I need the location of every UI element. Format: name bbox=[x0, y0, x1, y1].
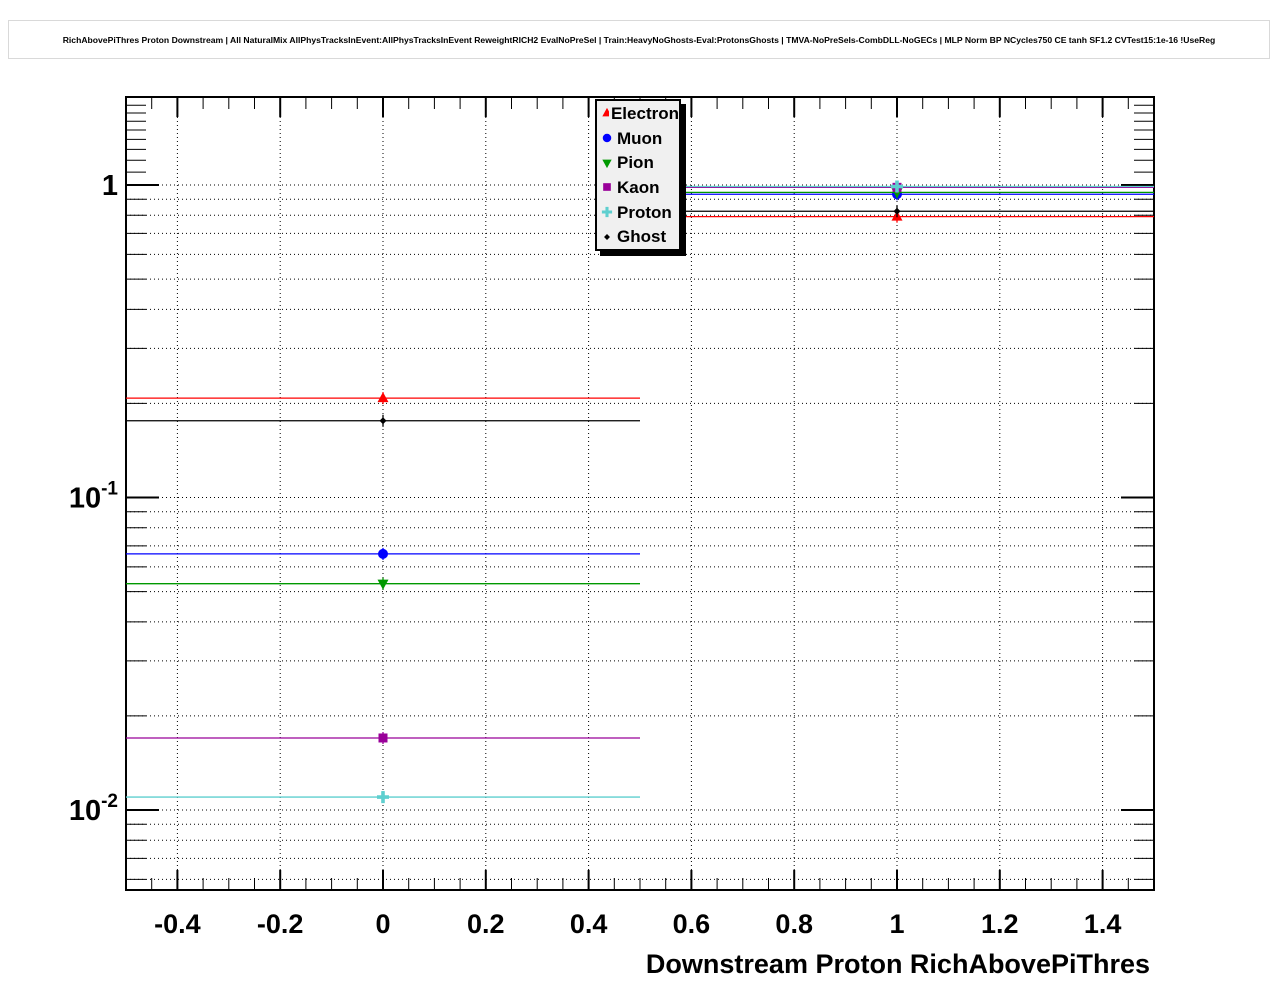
marker-triangle-up bbox=[377, 392, 389, 403]
x-tick-label: 0 bbox=[375, 909, 390, 939]
marker-plus bbox=[601, 206, 613, 218]
marker-triangle-down bbox=[377, 579, 389, 590]
series-proton bbox=[126, 180, 1154, 804]
y-tick-label: 1 bbox=[102, 170, 118, 202]
marker-triangle-down bbox=[602, 159, 612, 168]
x-tick-label: 1.2 bbox=[981, 909, 1019, 939]
marker-plus bbox=[377, 791, 389, 804]
x-axis-labels: -0.4 -0.2 0 0.2 0.4 0.6 0.8 1 1.2 1.4 bbox=[154, 909, 1121, 939]
marker-square bbox=[378, 733, 388, 743]
x-axis-title: Downstream Proton RichAbovePiThres bbox=[645, 949, 1150, 979]
y-tick-label: 10-2 bbox=[69, 791, 118, 827]
legend-label: Pion bbox=[617, 153, 654, 173]
triangle-down-icon bbox=[602, 159, 612, 168]
y-axis-labels: 1 10-1 10-2 bbox=[69, 170, 119, 827]
legend-label: Muon bbox=[617, 128, 663, 148]
x-tick-label: 0.6 bbox=[673, 909, 711, 939]
diamond-icon bbox=[604, 233, 610, 240]
marker-diamond bbox=[893, 207, 901, 215]
grid-lines bbox=[126, 97, 1154, 890]
marker-circle bbox=[602, 133, 612, 143]
legend-label: Proton bbox=[617, 202, 672, 222]
triangle-up-icon bbox=[602, 108, 609, 117]
legend-label: Kaon bbox=[617, 177, 660, 197]
x-tick-label: 1.4 bbox=[1084, 909, 1122, 939]
marker-plus bbox=[891, 180, 903, 193]
series-ghost bbox=[126, 205, 1154, 427]
legend-entry-electron: Electron bbox=[597, 101, 679, 126]
x-tick-label: 0.8 bbox=[775, 909, 813, 939]
marker-diamond bbox=[379, 417, 387, 425]
plot-title: RichAbovePiThres Proton Downstream | All… bbox=[8, 20, 1270, 59]
marker-square bbox=[603, 183, 611, 192]
x-tick-label: 1 bbox=[889, 909, 904, 939]
x-tick-label: -0.2 bbox=[257, 909, 304, 939]
marker-diamond bbox=[604, 233, 610, 240]
legend: Electron Muon Pion Kaon Proton Ghost bbox=[595, 99, 681, 251]
marker-circle bbox=[378, 548, 388, 559]
axis-ticks bbox=[126, 97, 1154, 890]
marker-triangle-up bbox=[602, 108, 609, 117]
legend-label: Electron bbox=[610, 103, 679, 123]
x-tick-label: 0.4 bbox=[570, 909, 608, 939]
legend-entry-kaon: Kaon bbox=[597, 175, 679, 200]
legend-entry-pion: Pion bbox=[597, 150, 679, 175]
square-icon bbox=[603, 183, 611, 192]
x-tick-label: 0.2 bbox=[467, 909, 505, 939]
plus-icon bbox=[601, 206, 613, 218]
x-tick-label: -0.4 bbox=[154, 909, 201, 939]
legend-entry-muon: Muon bbox=[597, 126, 679, 151]
legend-entry-ghost: Ghost bbox=[597, 224, 679, 249]
legend-entry-proton: Proton bbox=[597, 200, 679, 225]
legend-label: Ghost bbox=[617, 227, 667, 247]
circle-icon bbox=[602, 133, 612, 143]
y-tick-label: 10-1 bbox=[69, 479, 119, 515]
